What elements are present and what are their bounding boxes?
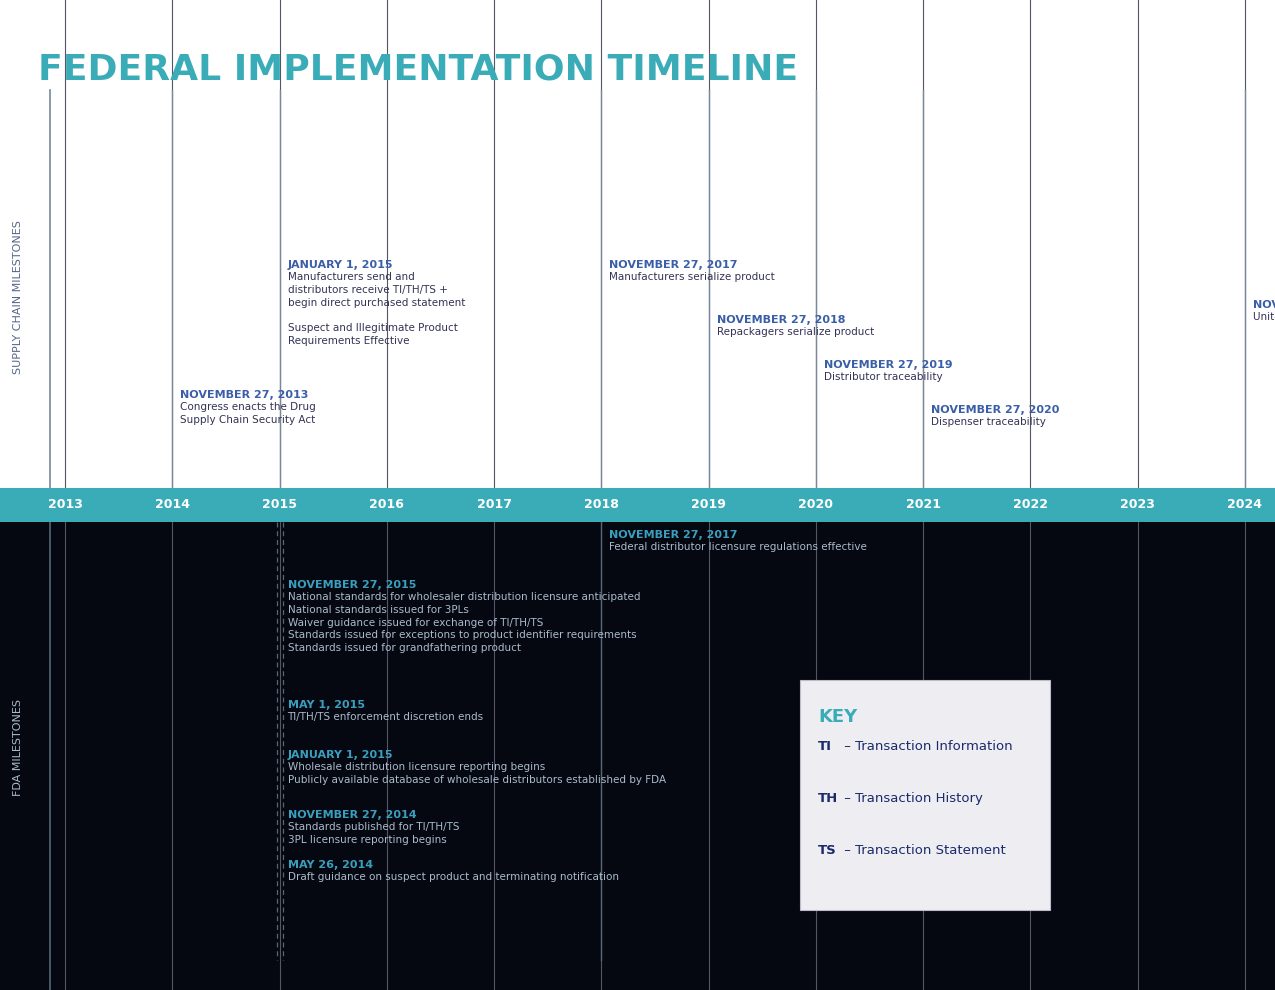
Text: Dispenser traceability: Dispenser traceability [931,417,1046,427]
Text: Wholesale distribution licensure reporting begins
Publicly available database of: Wholesale distribution licensure reporti… [288,762,666,785]
Text: 2021: 2021 [905,499,941,512]
Text: 2016: 2016 [370,499,404,512]
Text: 2013: 2013 [47,499,83,512]
Text: JANUARY 1, 2015: JANUARY 1, 2015 [288,750,393,760]
Bar [799,680,1051,910]
Text: Standards published for TI/TH/TS
3PL licensure reporting begins: Standards published for TI/TH/TS 3PL lic… [288,822,459,844]
Text: 2020: 2020 [798,499,834,512]
Text: 2015: 2015 [263,499,297,512]
Bar [0,488,1275,522]
Text: NOVEMBER 27, 2017: NOVEMBER 27, 2017 [609,260,738,270]
Text: SUPPLY CHAIN MILESTONES: SUPPLY CHAIN MILESTONES [13,221,23,374]
Text: Manufacturers send and
distributors receive TI/TH/TS +
begin direct purchased st: Manufacturers send and distributors rece… [288,272,465,346]
Text: TS: TS [819,844,836,857]
Text: TI/TH/TS enforcement discretion ends: TI/TH/TS enforcement discretion ends [288,712,483,722]
Text: NOVEMBER 27, 2013: NOVEMBER 27, 2013 [180,390,309,400]
Text: 2017: 2017 [477,499,511,512]
Text: Draft guidance on suspect product and terminating notification: Draft guidance on suspect product and te… [288,872,618,882]
Text: – Transaction Information: – Transaction Information [840,740,1012,753]
Text: TH: TH [819,792,838,805]
Text: NOVEMBER 27, 2014: NOVEMBER 27, 2014 [288,810,416,820]
Text: JANUARY 1, 2015: JANUARY 1, 2015 [288,260,393,270]
Text: 2022: 2022 [1012,499,1048,512]
Text: Congress enacts the Drug
Supply Chain Security Act: Congress enacts the Drug Supply Chain Se… [180,402,316,425]
Text: FEDERAL IMPLEMENTATION TIMELINE: FEDERAL IMPLEMENTATION TIMELINE [38,52,798,86]
Text: 2024: 2024 [1228,499,1262,512]
Text: 2023: 2023 [1121,499,1155,512]
Text: NOVEMBER 27, 2017: NOVEMBER 27, 2017 [609,530,738,540]
Text: NOVEMBER 27, 2023: NOVEMBER 27, 2023 [1253,300,1275,310]
Text: NOVEMBER 27, 2018: NOVEMBER 27, 2018 [717,315,845,325]
Text: FDA MILESTONES: FDA MILESTONES [13,699,23,796]
Text: Federal distributor licensure regulations effective: Federal distributor licensure regulation… [609,542,867,552]
Text: – Transaction History: – Transaction History [840,792,983,805]
Text: NOVEMBER 27, 2020: NOVEMBER 27, 2020 [931,405,1060,415]
Text: NOVEMBER 27, 2015: NOVEMBER 27, 2015 [288,580,416,590]
Text: TI: TI [819,740,833,753]
Text: NOVEMBER 27, 2019: NOVEMBER 27, 2019 [824,360,952,370]
Text: KEY: KEY [819,708,857,726]
Text: MAY 1, 2015: MAY 1, 2015 [288,700,365,710]
Text: 2018: 2018 [584,499,618,512]
Text: Distributor traceability: Distributor traceability [824,372,942,382]
Text: – Transaction Statement: – Transaction Statement [840,844,1006,857]
Text: MAY 26, 2014: MAY 26, 2014 [288,860,372,870]
Text: National standards for wholesaler distribution licensure anticipated
National st: National standards for wholesaler distri… [288,592,640,653]
Bar [0,505,1275,990]
Text: 2014: 2014 [154,499,190,512]
Text: Repackagers serialize product: Repackagers serialize product [717,327,873,337]
Text: Manufacturers serialize product: Manufacturers serialize product [609,272,775,282]
Text: 2019: 2019 [691,499,725,512]
Bar [0,0,1275,505]
Text: Unit-level traceability: Unit-level traceability [1253,312,1275,322]
